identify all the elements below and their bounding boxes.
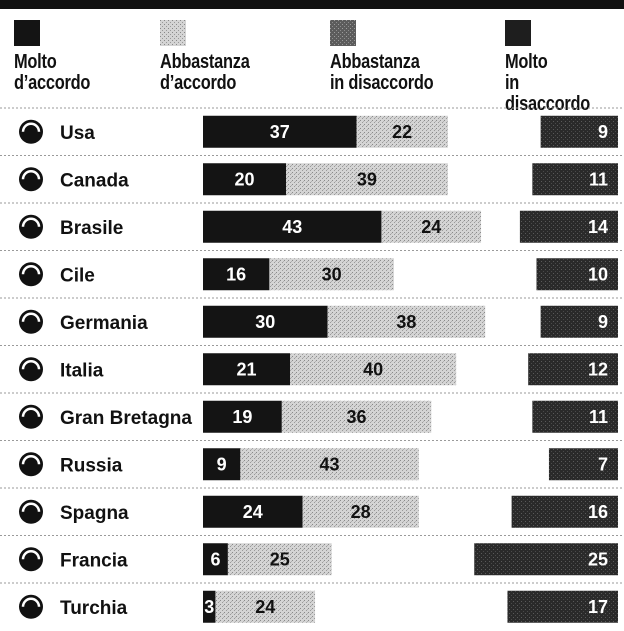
bar-abbastanza-accordo xyxy=(327,305,486,338)
value-label-molto-disaccordo: 17 xyxy=(588,597,608,617)
bar-abbastanza-accordo xyxy=(381,210,482,243)
flag-icon xyxy=(19,119,43,144)
value-label-molto-accordo: 20 xyxy=(234,169,254,189)
bar-molto-accordo xyxy=(203,115,357,148)
bar-abbastanza-accordo xyxy=(281,400,432,433)
bar-abbastanza-accordo xyxy=(302,495,419,528)
value-label-abbastanza-accordo: 30 xyxy=(322,264,342,284)
value-label-molto-accordo: 3 xyxy=(204,597,214,617)
legend-label-abbastanza-disaccordo: Abbastanza in disaccordo xyxy=(330,51,434,94)
value-label-abbastanza-accordo: 28 xyxy=(351,502,371,522)
country-label: Russia xyxy=(60,455,123,476)
legend-label-molto-disaccordo: Molto in disaccordo xyxy=(505,51,591,115)
flag-icon xyxy=(19,452,43,477)
bar-molto-accordo xyxy=(203,448,241,481)
flag-icon xyxy=(19,499,43,524)
value-label-abbastanza-accordo: 22 xyxy=(392,122,412,142)
top-rule xyxy=(0,0,624,9)
bar-molto-disaccordo xyxy=(528,353,618,386)
bar-molto-disaccordo xyxy=(540,305,618,338)
bar-molto-accordo xyxy=(203,305,328,338)
bar-abbastanza-accordo xyxy=(227,543,332,576)
bar-abbastanza-accordo xyxy=(286,163,448,196)
country-label: Cile xyxy=(60,265,95,286)
value-label-abbastanza-accordo: 39 xyxy=(357,169,377,189)
legend-swatch-abbastanza-disaccordo xyxy=(330,20,356,46)
value-label-molto-disaccordo: 9 xyxy=(598,122,608,142)
flag-icon xyxy=(19,167,43,192)
flag-icon xyxy=(19,547,43,572)
value-label-abbastanza-accordo: 40 xyxy=(363,359,383,379)
bar-molto-accordo xyxy=(203,258,270,291)
value-label-molto-disaccordo: 25 xyxy=(588,549,608,569)
value-label-molto-accordo: 9 xyxy=(217,454,227,474)
bar-abbastanza-accordo xyxy=(240,448,419,481)
value-label-molto-disaccordo: 11 xyxy=(589,169,608,189)
value-label-molto-disaccordo: 12 xyxy=(588,359,608,379)
bar-molto-accordo xyxy=(203,590,216,623)
value-label-abbastanza-accordo: 25 xyxy=(270,549,290,569)
value-label-molto-accordo: 24 xyxy=(243,502,263,522)
value-label-molto-accordo: 43 xyxy=(282,217,302,237)
value-label-abbastanza-accordo: 38 xyxy=(396,312,416,332)
bar-molto-disaccordo xyxy=(519,210,618,243)
value-label-molto-accordo: 19 xyxy=(232,407,252,427)
value-label-molto-accordo: 21 xyxy=(237,359,257,379)
flag-icon xyxy=(19,594,43,619)
bar-molto-disaccordo xyxy=(548,448,618,481)
legend-swatch-molto-accordo xyxy=(14,20,40,46)
bar-molto-accordo xyxy=(203,210,382,243)
country-label: Francia xyxy=(60,550,128,571)
value-label-abbastanza-accordo: 24 xyxy=(255,597,275,617)
legend-swatch-abbastanza-accordo xyxy=(160,20,186,46)
value-label-molto-disaccordo: 16 xyxy=(588,502,608,522)
bar-abbastanza-accordo xyxy=(290,353,457,386)
value-label-molto-disaccordo: 10 xyxy=(588,264,608,284)
legend-label-abbastanza-accordo: Abbastanza d’accordo xyxy=(160,51,250,94)
bar-molto-disaccordo xyxy=(532,400,618,433)
value-label-abbastanza-accordo: 36 xyxy=(347,407,367,427)
value-label-molto-accordo: 37 xyxy=(270,122,290,142)
value-label-molto-disaccordo: 14 xyxy=(588,217,608,237)
value-label-molto-disaccordo: 7 xyxy=(598,454,608,474)
country-label: Gran Bretagna xyxy=(60,408,192,429)
bar-molto-disaccordo xyxy=(540,115,618,148)
country-label: Spagna xyxy=(60,503,129,524)
value-label-molto-disaccordo: 11 xyxy=(589,407,608,427)
bar-molto-disaccordo xyxy=(532,163,618,196)
country-label: Brasile xyxy=(60,218,123,239)
value-label-molto-accordo: 6 xyxy=(210,549,220,569)
bar-molto-disaccordo xyxy=(507,590,618,623)
value-label-abbastanza-accordo: 24 xyxy=(421,217,441,237)
legend-label-molto-accordo: Molto d’accordo xyxy=(14,51,91,94)
flag-icon xyxy=(19,214,43,239)
country-label: Canada xyxy=(60,170,129,191)
bar-molto-disaccordo xyxy=(536,258,618,291)
bar-abbastanza-accordo xyxy=(215,590,316,623)
bar-molto-accordo xyxy=(203,543,228,576)
flag-icon xyxy=(19,357,43,382)
bar-abbastanza-accordo xyxy=(269,258,394,291)
flag-icon xyxy=(19,262,43,287)
bar-molto-accordo xyxy=(203,353,291,386)
bar-molto-accordo xyxy=(203,495,303,528)
country-label: Usa xyxy=(60,123,95,144)
value-label-molto-disaccordo: 9 xyxy=(598,312,608,332)
value-label-molto-accordo: 30 xyxy=(255,312,275,332)
country-label: Turchia xyxy=(60,598,128,619)
bar-molto-disaccordo xyxy=(511,495,618,528)
country-label: Italia xyxy=(60,360,104,381)
flag-icon xyxy=(19,404,43,429)
bar-molto-accordo xyxy=(203,163,286,196)
bar-abbastanza-accordo xyxy=(356,115,448,148)
value-label-abbastanza-accordo: 43 xyxy=(320,454,340,474)
legend-swatch-molto-disaccordo xyxy=(505,20,531,46)
flag-icon xyxy=(19,309,43,334)
country-label: Germania xyxy=(60,313,148,334)
value-label-molto-accordo: 16 xyxy=(226,264,246,284)
bar-molto-accordo xyxy=(203,400,282,433)
bar-molto-disaccordo xyxy=(474,543,618,576)
